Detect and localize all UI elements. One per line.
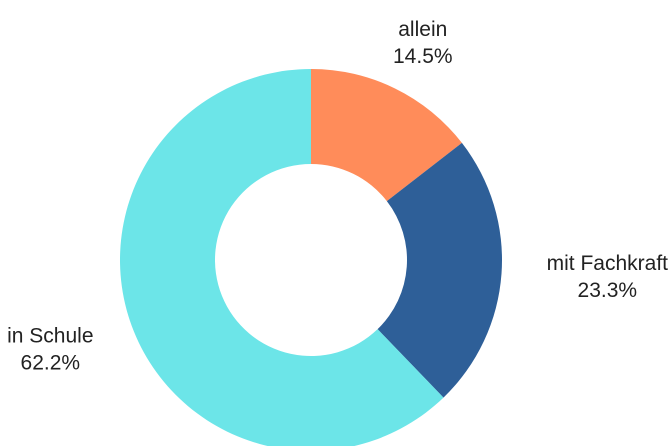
slice — [377, 142, 502, 398]
slice — [311, 69, 462, 202]
slice-value-label: 14.5% — [393, 45, 453, 68]
slice — [120, 69, 444, 446]
slice-value-label: 23.3% — [578, 279, 638, 302]
slice-label: in Schule — [7, 325, 93, 348]
slice-label: allein — [398, 18, 447, 41]
slice-value-label: 62.2% — [21, 352, 81, 375]
slice-label: mit Fachkraft — [547, 252, 669, 275]
